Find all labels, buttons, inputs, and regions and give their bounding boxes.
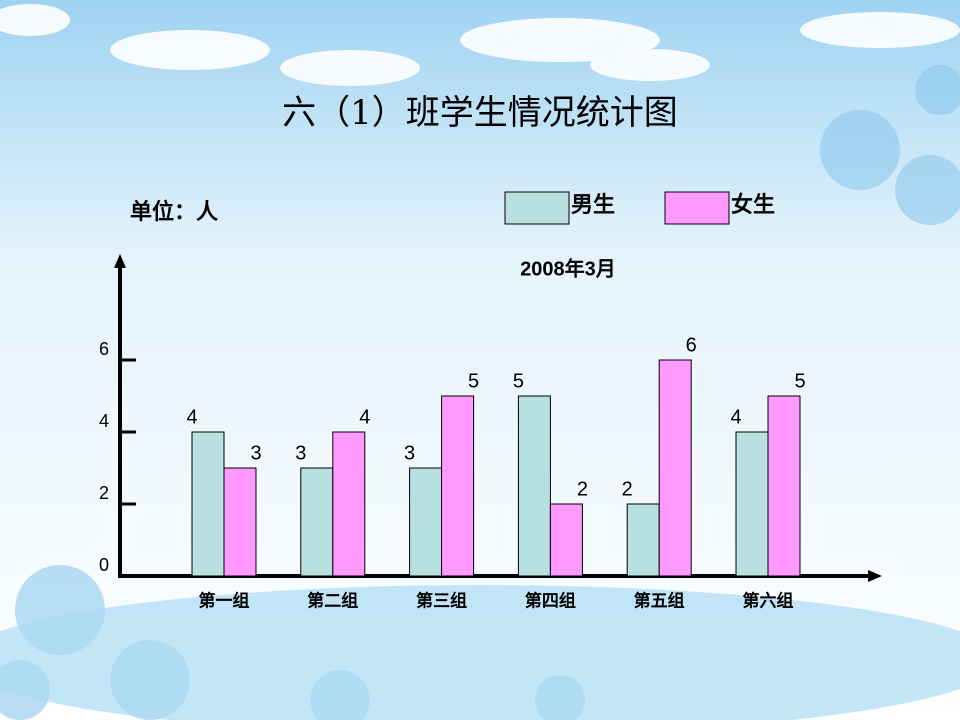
chart-title: 六（1）班学生情况统计图 [282,93,678,133]
x-tick-label: 第五组 [634,590,685,610]
bar [735,431,769,577]
y-tick-label: 0 [99,555,109,575]
value-label: 5 [794,370,805,392]
x-tick-label: 第六组 [743,590,794,610]
x-tick-label: 第三组 [416,590,467,610]
y-tick-label: 6 [99,339,109,359]
value-label: 2 [622,478,633,500]
bar [626,503,660,577]
value-label: 5 [468,370,479,392]
hill [0,585,960,720]
value-label: 2 [577,478,588,500]
x-tick-label: 第一组 [199,590,250,610]
subtitle: 2008年3月 [520,256,616,280]
value-label: 3 [404,442,415,464]
value-label: 5 [513,370,524,392]
bar [223,467,257,577]
value-label: 6 [686,334,697,356]
legend-swatch [504,191,570,225]
bar [332,431,366,577]
value-label: 4 [730,406,741,428]
value-label: 3 [295,442,306,464]
legend: 男生 女生 [504,191,775,225]
bar [409,467,443,577]
y-tick-label: 4 [99,411,109,431]
bar [658,359,692,577]
bar [300,467,334,577]
clouds [0,4,960,86]
x-tick-label: 第二组 [307,590,358,610]
value-label: 4 [359,406,370,428]
bar [549,503,583,577]
legend-label: 女生 [731,192,775,217]
bar [441,395,475,577]
value-label: 3 [250,442,261,464]
value-label: 4 [186,406,197,428]
bar [191,431,225,577]
bar [767,395,801,577]
x-tick-label: 第四组 [525,590,576,610]
y-axis-arrow [114,254,126,268]
y-tick-label: 2 [99,483,109,503]
x-axis-arrow [868,570,882,582]
legend-swatch [664,191,730,225]
legend-label: 男生 [571,192,615,217]
unit-label: 单位：人 [130,199,218,224]
bar [517,395,551,577]
